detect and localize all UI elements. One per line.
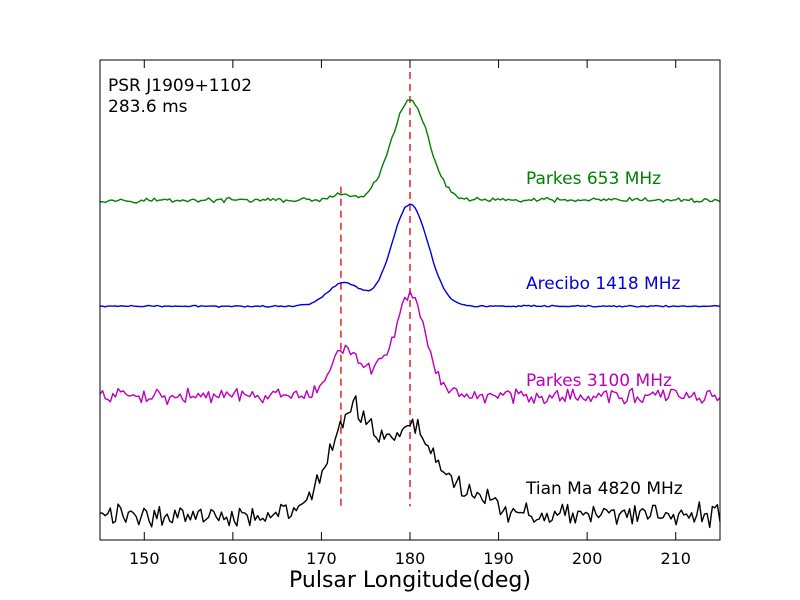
series-label-parkes-653: Parkes 653 MHz: [526, 169, 661, 189]
series-line-tian-ma-4820-mhz: [99, 395, 721, 529]
x-tick-label: 190: [483, 549, 514, 568]
series-layer: [99, 99, 721, 529]
x-tick-label: 180: [395, 549, 426, 568]
series-label-arecibo-1418: Arecibo 1418 MHz: [526, 274, 680, 294]
x-tick-label: 160: [218, 549, 249, 568]
series-line-parkes-653-mhz: [99, 99, 721, 204]
x-axis-title: Pulsar Longitude(deg): [289, 568, 531, 593]
x-tick-label: 170: [306, 549, 337, 568]
pulsar-period-annotation: 283.6 ms: [108, 97, 188, 117]
reference-lines: [340, 72, 411, 507]
series-line-arecibo-1418-mhz: [99, 203, 721, 308]
x-axis: 150 160 170 180 190 200 210: [129, 60, 691, 568]
x-tick-label: 150: [129, 549, 160, 568]
pulsar-name-annotation: PSR J1909+1102: [108, 76, 252, 96]
x-tick-label: 210: [660, 549, 691, 568]
series-label-tianma-4820: Tian Ma 4820 MHz: [525, 479, 683, 499]
series-label-parkes-3100: Parkes 3100 MHz: [526, 371, 672, 391]
x-tick-label: 200: [572, 549, 603, 568]
series-line-parkes-3100-mhz: [99, 290, 721, 406]
